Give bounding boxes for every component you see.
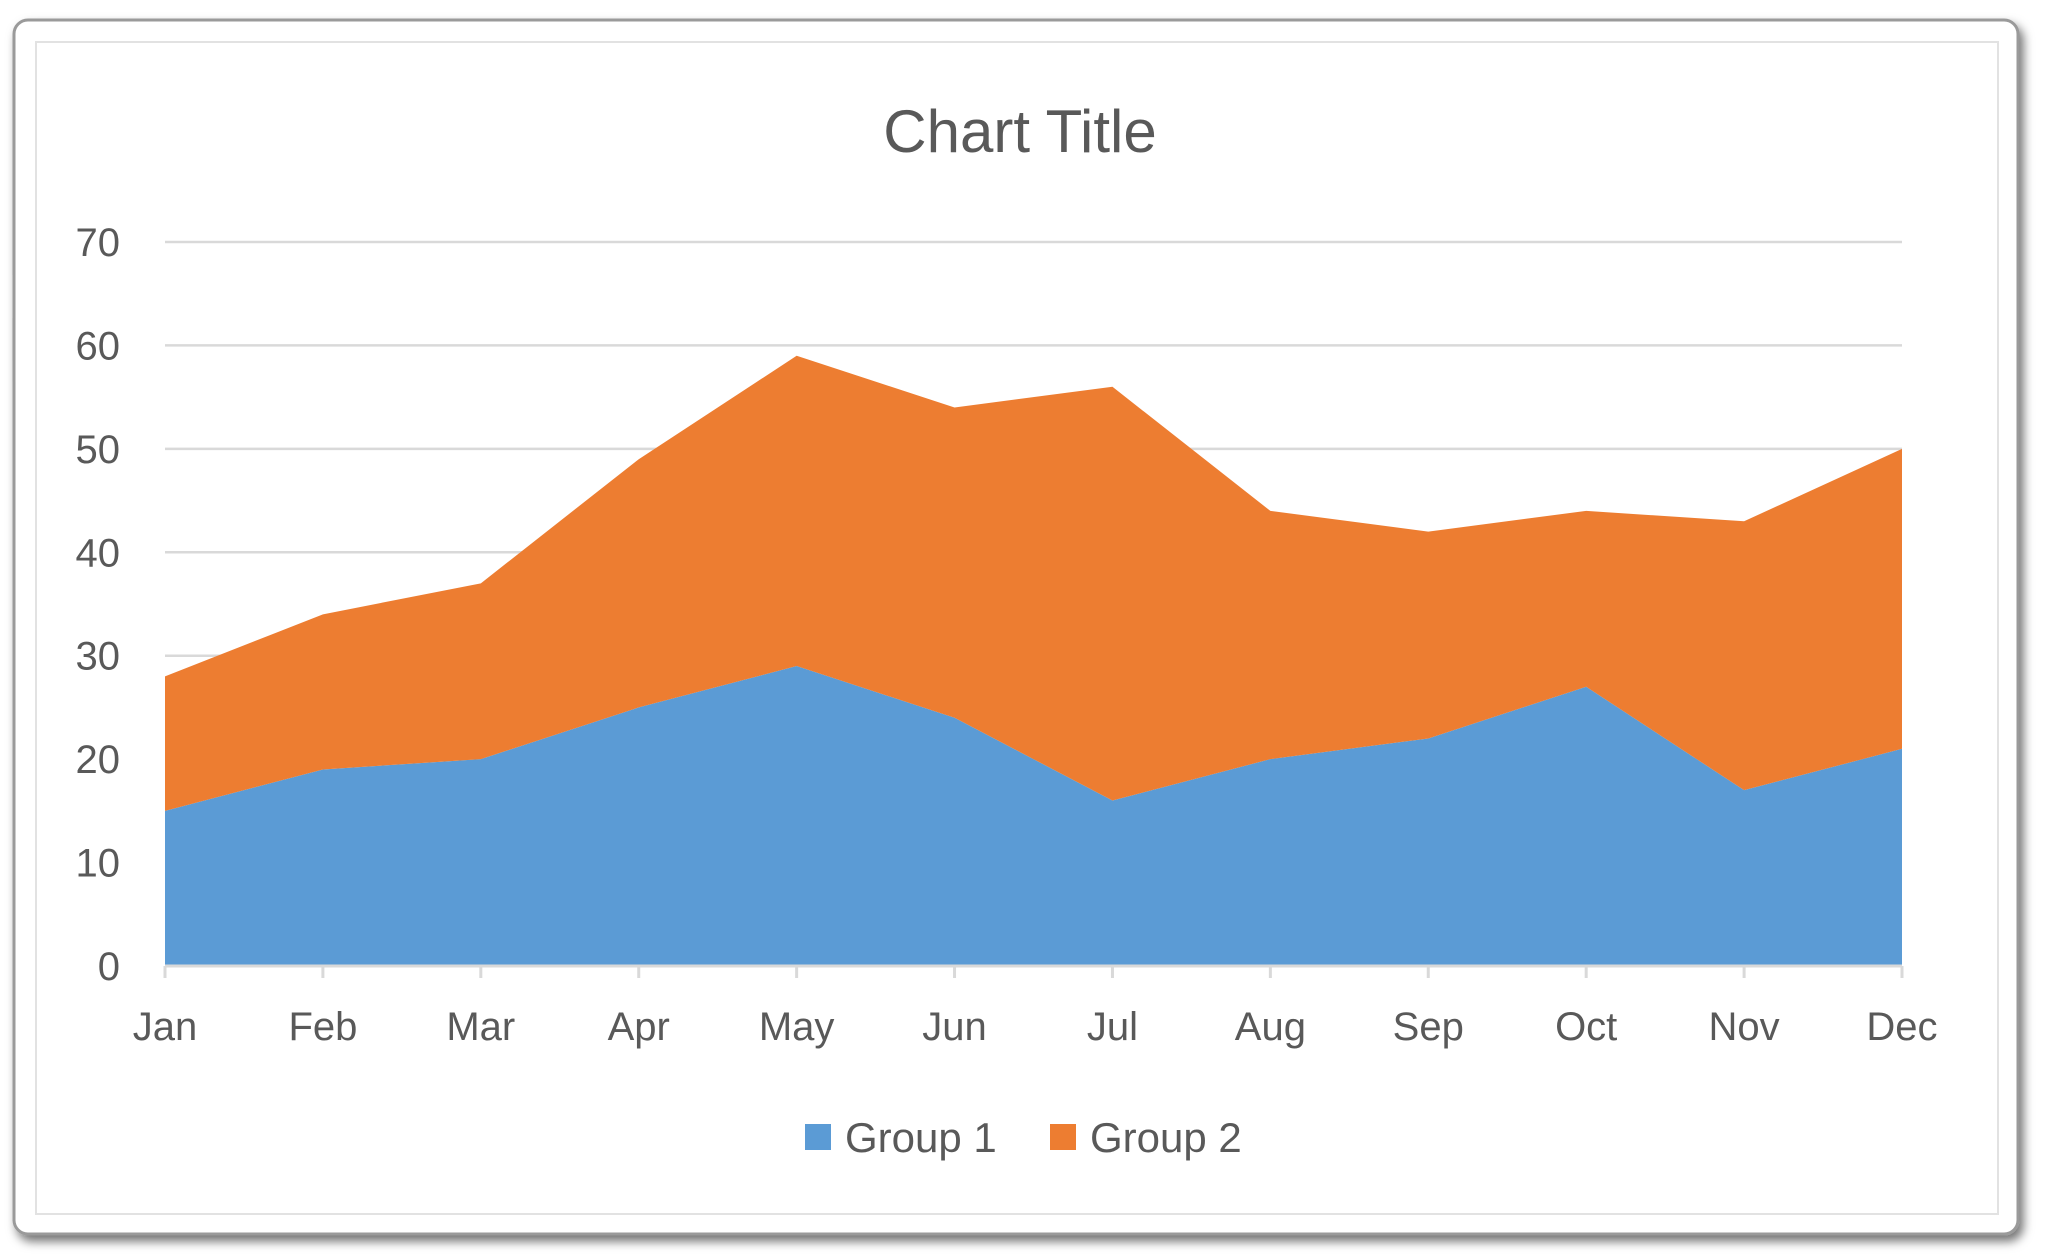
area-series-1 <box>165 666 1902 966</box>
x-tick-label: Jul <box>1087 1005 1138 1049</box>
x-tick-label: May <box>759 1005 835 1049</box>
legend-swatch-1 <box>805 1124 831 1150</box>
y-tick-label: 10 <box>76 842 121 886</box>
y-tick-label: 20 <box>76 738 121 782</box>
x-tick-label: Dec <box>1866 1005 1937 1049</box>
x-tick-label: Apr <box>608 1005 670 1049</box>
chart-title: Chart Title <box>883 98 1156 165</box>
x-tick-label: Oct <box>1555 1005 1617 1049</box>
x-tick-label: Aug <box>1235 1005 1306 1049</box>
x-tick-label: Feb <box>288 1005 357 1049</box>
y-tick-label: 70 <box>76 221 121 265</box>
y-tick-label: 50 <box>76 428 121 472</box>
legend-swatch-2 <box>1050 1124 1076 1150</box>
chart-area-border <box>35 41 1999 1215</box>
y-tick-label: 40 <box>76 531 121 575</box>
x-tick-label: Jun <box>922 1005 987 1049</box>
x-tick-label: Mar <box>446 1005 515 1049</box>
y-tick-label: 60 <box>76 324 121 368</box>
x-tick-label: Jan <box>133 1005 198 1049</box>
x-tick-label: Nov <box>1709 1005 1780 1049</box>
y-tick-label: 0 <box>98 945 120 989</box>
legend-label-1: Group 1 <box>845 1114 997 1161</box>
area-series-2 <box>165 355 1902 811</box>
x-tick-label: Sep <box>1393 1005 1464 1049</box>
y-tick-label: 30 <box>76 635 121 679</box>
legend-label-2: Group 2 <box>1090 1114 1242 1161</box>
